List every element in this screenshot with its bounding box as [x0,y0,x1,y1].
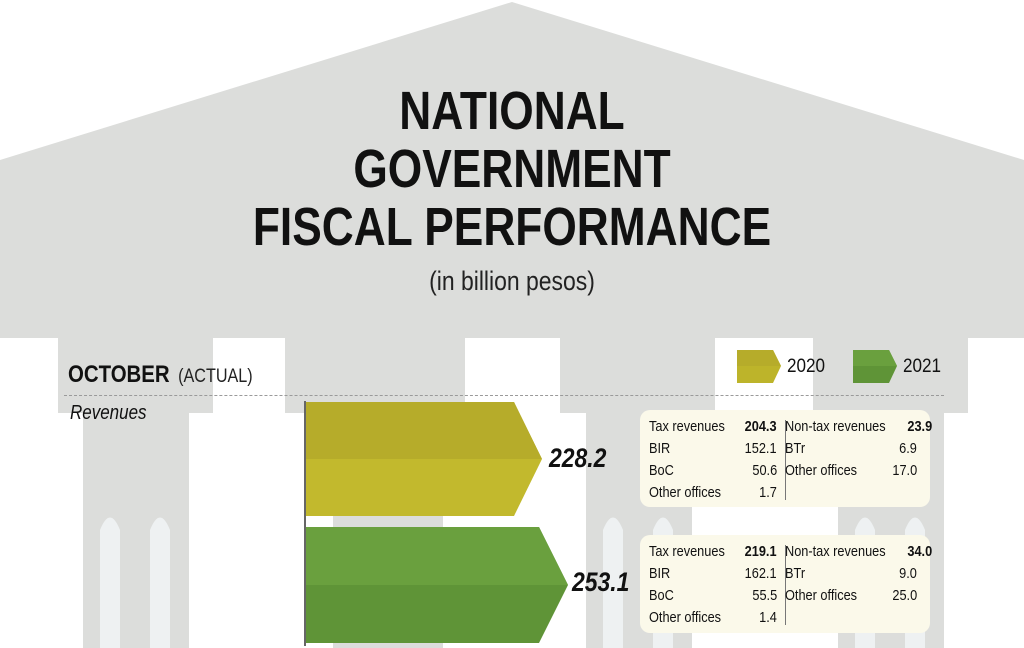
legend-label-2020: 2020 [787,355,826,377]
tax-label: Tax revenues [649,418,725,435]
chart-subtitle: (in billion pesos) [429,266,595,296]
chart-title-line-2: GOVERNMENT [353,139,671,199]
category-label: Revenues [70,402,147,424]
item-value: 152.1 [745,440,777,457]
bar-value-2021: 253.1 [572,567,630,597]
column-separator [785,545,786,625]
item-value: 25.0 [892,587,917,604]
tax-item-row: BIR 162.1 [649,563,777,585]
nontax-item-row: BTr 9.0 [785,563,917,585]
tax-item-row: BoC 55.5 [649,585,777,607]
month-qualifier: (ACTUAL) [178,366,253,387]
tax-item-row: BIR 152.1 [649,438,777,460]
arrow-swatch-2021-icon [853,350,897,383]
month-label: OCTOBER [68,361,170,388]
bar-2020[interactable] [306,402,546,518]
item-name: BIR [649,440,671,457]
section-month: OCTOBER (ACTUAL) [68,361,253,389]
nontax-total-row: Non-tax revenues 34.0 [785,541,933,563]
tax-total-row: Tax revenues 219.1 [649,541,777,563]
bar-value-2020: 228.2 [549,443,607,473]
item-name: Other offices [649,484,722,501]
tax-label: Tax revenues [649,543,725,560]
legend-item-2021: 2021 [853,350,945,383]
nontax-column-2021: Non-tax revenues 34.0 BTr 9.0 Other office… [785,541,933,607]
legend-label-2021: 2021 [903,355,942,377]
tax-column-2020: Tax revenues 204.3 BIR 152.1 BoC 50.6 Other… [649,416,777,504]
nontax-item-row: BTr 6.9 [785,438,917,460]
nontax-total-row: Non-tax revenues 23.9 [785,416,933,438]
item-value: 50.6 [752,462,777,479]
nontax-total: 34.0 [907,543,933,560]
item-name: BIR [649,565,671,582]
tax-item-row: Other offices 1.4 [649,607,777,629]
item-value: 1.4 [759,609,777,626]
dotted-divider [64,395,944,396]
tax-item-row: Other offices 1.7 [649,482,777,504]
tax-column-2021: Tax revenues 219.1 BIR 162.1 BoC 55.5 Other… [649,541,777,629]
item-value: 9.0 [899,565,917,582]
breakdown-box-2021: Tax revenues 219.1 BIR 162.1 BoC 55.5 Other… [640,535,933,633]
breakdown-box-2020: Tax revenues 204.3 BIR 152.1 BoC 50.6 Other… [640,410,933,507]
chart-title-line-1: NATIONAL [399,81,625,141]
tax-total-row: Tax revenues 204.3 [649,416,777,438]
chart-title-line-3: FISCAL PERFORMANCE [252,197,772,257]
legend-item-2020: 2020 [737,350,829,383]
item-name: Other offices [785,462,858,479]
item-name: BTr [785,565,806,582]
item-name: Other offices [649,609,722,626]
item-name: BoC [649,462,674,479]
item-value: 162.1 [745,565,777,582]
nontax-label: Non-tax revenues [785,418,886,435]
nontax-item-row: Other offices 17.0 [785,460,917,482]
tax-item-row: BoC 50.6 [649,460,777,482]
item-value: 55.5 [752,587,777,604]
column-separator [785,420,786,500]
nontax-item-row: Other offices 25.0 [785,585,917,607]
nontax-total: 23.9 [907,418,933,435]
arrow-swatch-2020-icon [737,350,781,383]
item-value: 6.9 [899,440,917,457]
item-name: BoC [649,587,674,604]
item-value: 1.7 [759,484,777,501]
nontax-label: Non-tax revenues [785,543,886,560]
bar-2021[interactable] [306,527,576,645]
nontax-column-2020: Non-tax revenues 23.9 BTr 6.9 Other office… [785,416,933,482]
tax-total: 219.1 [745,543,777,560]
bar-axis [304,401,306,646]
item-name: BTr [785,440,806,457]
item-value: 17.0 [892,462,917,479]
tax-total: 204.3 [745,418,777,435]
item-name: Other offices [785,587,858,604]
